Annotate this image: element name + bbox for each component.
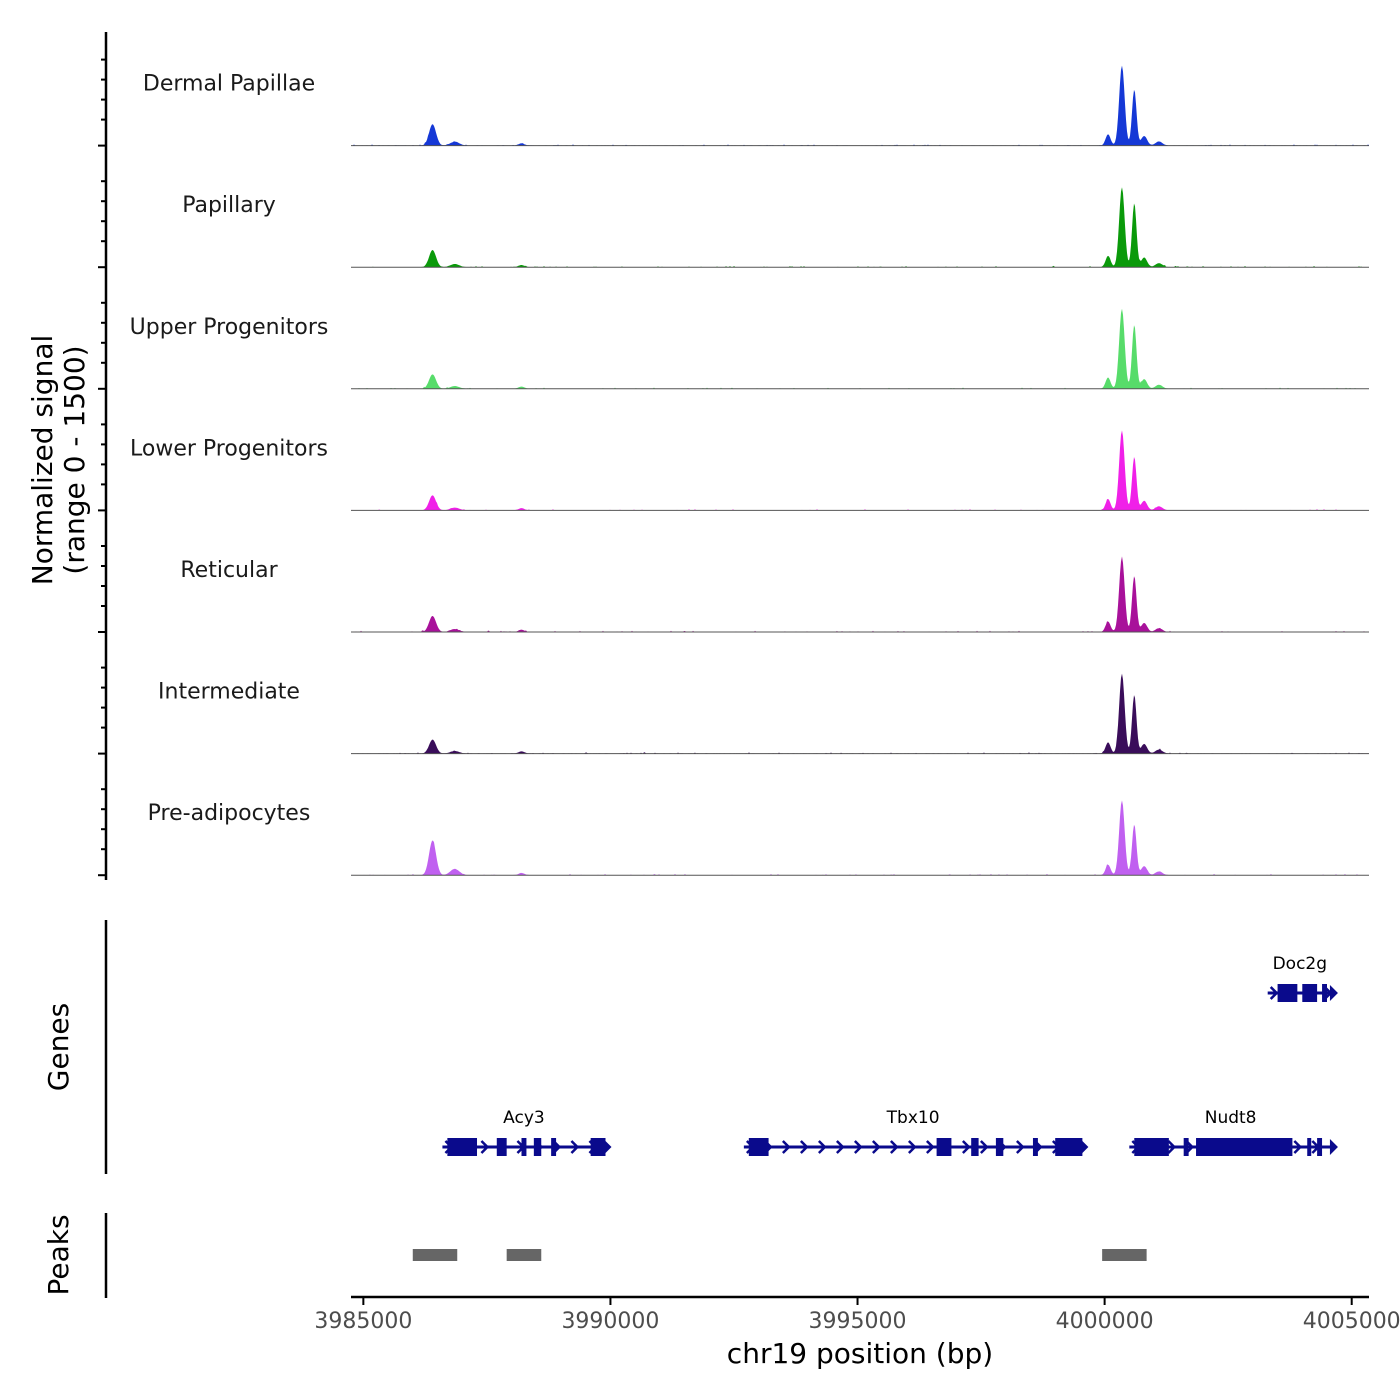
strand-arrow [853, 1140, 863, 1154]
x-axis-ticks: 3985000 3990000 3995000 4000000 4005000 [314, 1297, 1400, 1334]
peak-region [1102, 1249, 1147, 1261]
x-tick-label: 4005000 [1303, 1309, 1400, 1334]
gene-exon [748, 1138, 769, 1156]
peaks-panel-label: Peaks [42, 1214, 75, 1295]
gene-exon [995, 1138, 1004, 1156]
gene-exon [1032, 1138, 1038, 1156]
track-pre-adipocytes: Pre-adipocytes [148, 800, 1369, 876]
track-papillary: Papillary [182, 187, 1369, 268]
genes-panel-label: Genes [42, 1003, 75, 1091]
gene-exon [1322, 984, 1327, 1002]
gene-exon [936, 1138, 952, 1156]
gene-end-arrow [603, 1139, 612, 1155]
strand-arrow [1293, 1140, 1303, 1154]
track-label: Dermal Papillae [143, 72, 315, 97]
gene-exon [521, 1138, 527, 1156]
gene-acy3: Acy3 [442, 1108, 612, 1156]
x-tick-label: 3985000 [314, 1309, 412, 1334]
strand-arrow [570, 1140, 580, 1154]
gene-tbx10: Tbx10 [743, 1108, 1089, 1156]
track-label: Pre-adipocytes [148, 801, 311, 826]
strand-arrow [1015, 1140, 1025, 1154]
gene-exon [496, 1138, 507, 1156]
x-axis-title: chr19 position (bp) [727, 1337, 993, 1370]
gene-exon [1317, 1138, 1323, 1156]
track-intermediate: Intermediate [158, 673, 1369, 755]
track-label: Papillary [182, 193, 276, 218]
track-label: Reticular [180, 558, 278, 583]
peak-region [506, 1249, 542, 1261]
gene-end-arrow [1329, 985, 1338, 1001]
strand-arrow [480, 1140, 490, 1154]
gene-label: Tbx10 [886, 1108, 940, 1128]
gene-exon [533, 1138, 542, 1156]
gene-annotations: Acy3 Tbx10 Nudt8 Doc2g [442, 954, 1338, 1156]
gene-exon [551, 1138, 557, 1156]
gene-label: Acy3 [503, 1108, 545, 1128]
track-label: Upper Progenitors [130, 315, 329, 340]
strand-arrow [817, 1140, 827, 1154]
gene-label: Doc2g [1273, 954, 1327, 974]
gene-exon [1134, 1138, 1169, 1156]
x-tick-label: 3990000 [561, 1309, 659, 1334]
gene-label: Nudt8 [1205, 1108, 1257, 1128]
gene-exon [1055, 1138, 1083, 1156]
gene-end-arrow [1329, 1139, 1338, 1155]
track-upper-progenitors: Upper Progenitors [130, 308, 1369, 390]
gene-exon [1183, 1138, 1189, 1156]
gene-exon [1307, 1138, 1312, 1156]
strand-arrow [979, 1140, 989, 1154]
x-tick-label: 3995000 [809, 1309, 907, 1334]
gene-end-arrow [1080, 1139, 1089, 1155]
gene-exon [447, 1138, 478, 1156]
strand-arrow [871, 1140, 881, 1154]
gene-nudt8: Nudt8 [1129, 1108, 1338, 1156]
strand-arrow [799, 1140, 809, 1154]
gene-exon [1196, 1138, 1293, 1156]
strand-arrow [907, 1140, 917, 1154]
strand-arrow [889, 1140, 899, 1154]
track-dermal-papillae: Dermal Papillae [143, 65, 1369, 147]
peak-region [412, 1249, 458, 1261]
strand-arrow [1167, 1140, 1177, 1154]
gene-exon [1302, 984, 1318, 1002]
gene-exon [971, 1138, 979, 1156]
track-lower-progenitors: Lower Progenitors [130, 430, 1369, 511]
gene-doc2g: Doc2g [1267, 954, 1338, 1002]
gene-exon [590, 1138, 606, 1156]
x-tick-label: 4000000 [1056, 1309, 1154, 1334]
peak-regions [412, 1249, 1147, 1261]
strand-arrow [835, 1140, 845, 1154]
track-reticular: Reticular [180, 556, 1369, 633]
coverage-y-label-line2: (range 0 - 1500) [58, 345, 91, 574]
strand-arrow [1269, 986, 1279, 1000]
coverage-y-label-line1: Normalized signal [26, 335, 59, 586]
strand-arrow [961, 1140, 971, 1154]
gene-exon [1277, 984, 1298, 1002]
track-label: Lower Progenitors [130, 436, 328, 461]
strand-arrow [925, 1140, 935, 1154]
track-label: Intermediate [158, 680, 300, 705]
strand-arrow [781, 1140, 791, 1154]
coverage-tracks: Dermal Papillae Papillary Upper Progenitor… [130, 65, 1369, 876]
coverage-y-ticks [98, 58, 106, 877]
